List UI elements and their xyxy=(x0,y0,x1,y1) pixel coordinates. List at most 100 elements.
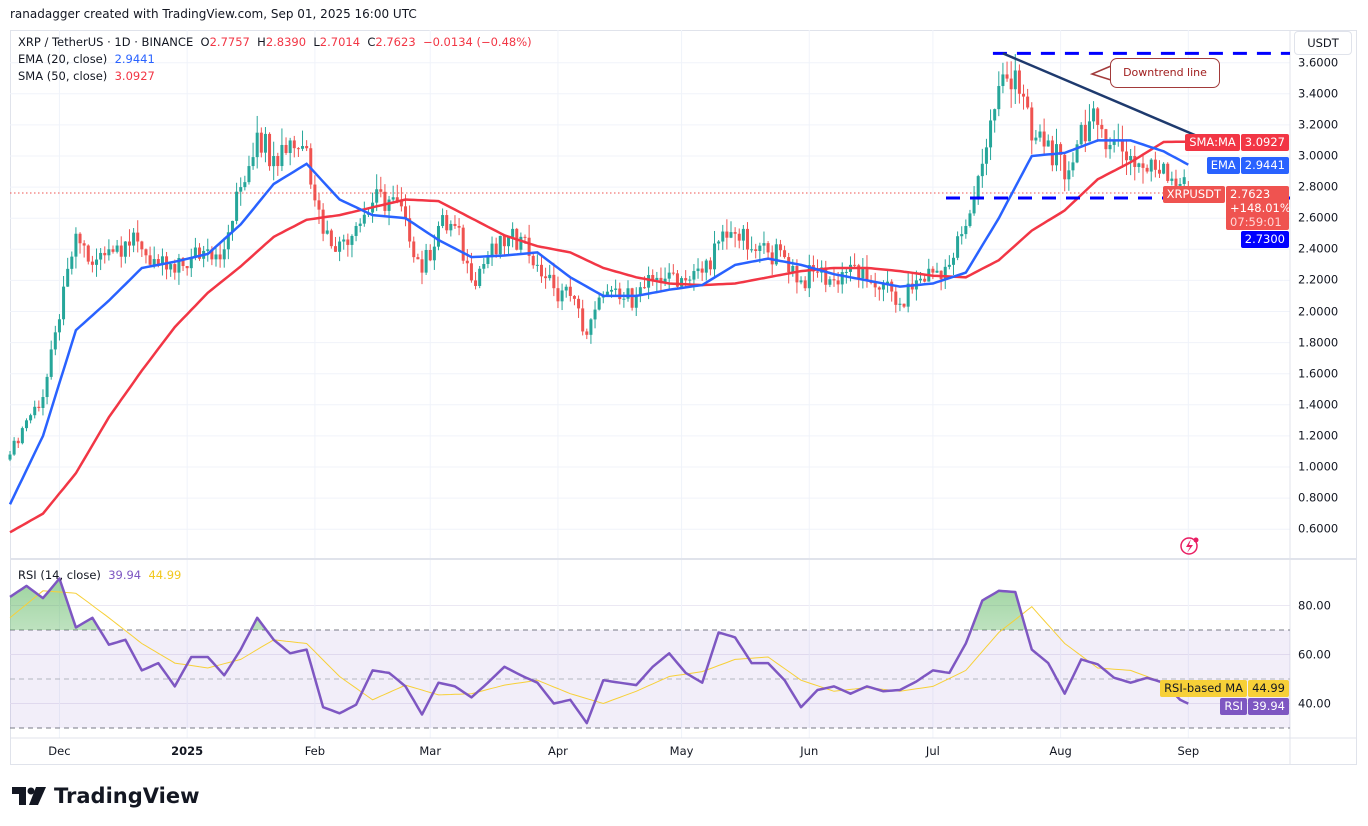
last-price-value: 2.7623 xyxy=(1230,187,1271,201)
candle xyxy=(960,226,964,245)
candle xyxy=(902,303,906,309)
candle-body xyxy=(169,264,173,270)
candle xyxy=(783,245,787,259)
candle-body xyxy=(144,249,148,256)
candle-body xyxy=(123,241,127,257)
downtrend-line-callout[interactable]: Downtrend line xyxy=(1110,58,1220,88)
candle-body xyxy=(1153,159,1157,170)
candle-body xyxy=(865,267,869,281)
candle xyxy=(651,269,655,286)
candle-body xyxy=(107,249,111,256)
candle-body xyxy=(1133,156,1137,167)
candle-body xyxy=(642,287,646,289)
time-tick-label: Feb xyxy=(304,744,326,758)
price-tick-label: 1.2000 xyxy=(1298,428,1339,443)
candle-body xyxy=(255,132,259,158)
candle xyxy=(263,127,267,163)
time-tick-label: Aug xyxy=(1049,744,1072,758)
candle-body xyxy=(754,249,758,251)
downtrend-line-drawing[interactable] xyxy=(1002,52,1198,137)
price-tick-label: 0.8000 xyxy=(1298,490,1339,505)
rsi-legend[interactable]: RSI (14, close) 39.94 44.99 xyxy=(18,568,181,582)
candle xyxy=(1162,162,1166,175)
candle xyxy=(1133,145,1137,181)
price-tick-label: 2.6000 xyxy=(1298,210,1339,225)
candle xyxy=(581,299,585,336)
candle-body xyxy=(853,264,857,266)
candle xyxy=(185,266,189,276)
candle xyxy=(362,201,366,227)
candle xyxy=(502,235,506,257)
candle xyxy=(95,248,99,277)
rsi-ma-legend-value: 44.99 xyxy=(148,568,182,582)
candle xyxy=(737,228,741,249)
candle-body xyxy=(420,259,424,273)
candle xyxy=(243,175,247,191)
candle xyxy=(741,225,745,250)
price-tick-label: 2.4000 xyxy=(1298,241,1339,256)
sma-legend[interactable]: SMA (50, close) 3.0927 xyxy=(18,69,155,83)
tradingview-logo[interactable]: TradingView xyxy=(12,784,199,808)
currency-button[interactable]: USDT xyxy=(1294,31,1352,55)
lightning-icon[interactable] xyxy=(1180,537,1199,555)
candle xyxy=(1125,139,1129,175)
candle-body xyxy=(152,259,156,265)
candle-body xyxy=(688,279,692,281)
candle-body xyxy=(193,247,197,258)
candle-body xyxy=(535,264,539,266)
candle xyxy=(29,413,33,424)
price-tick-label: 2.0000 xyxy=(1298,304,1339,318)
candle xyxy=(49,340,53,380)
candle xyxy=(729,221,733,239)
candle xyxy=(346,233,350,257)
candle xyxy=(725,219,729,250)
candle xyxy=(721,224,725,250)
ema-legend[interactable]: EMA (20, close) 2.9441 xyxy=(18,52,155,66)
sma-label: SMA (50, close) xyxy=(18,69,108,83)
candle xyxy=(20,426,24,445)
candle-body xyxy=(321,209,325,234)
rsi-tag: RSI 39.94 xyxy=(1220,698,1289,715)
candle-body xyxy=(189,257,193,269)
credit-line: ranadagger created with TradingView.com,… xyxy=(10,7,417,21)
candle-body xyxy=(1108,144,1112,150)
candle xyxy=(1145,164,1149,174)
candle-body xyxy=(276,156,280,167)
high-label: H xyxy=(257,35,266,49)
candle-body xyxy=(8,454,12,460)
candle xyxy=(329,228,333,249)
candle-body xyxy=(469,263,473,281)
candle-body xyxy=(729,232,733,238)
candle xyxy=(465,249,469,274)
candle-body xyxy=(778,244,782,251)
candle xyxy=(160,248,164,276)
candle xyxy=(259,127,263,158)
ema-20-line xyxy=(8,139,1189,505)
candle xyxy=(696,258,700,279)
time-tick-label: Mar xyxy=(419,744,442,758)
candle-body xyxy=(552,274,556,289)
candle-body xyxy=(766,243,770,253)
candle-body xyxy=(1157,169,1161,174)
candle-body xyxy=(943,266,947,280)
symbol-title[interactable]: XRP / TetherUS · 1D · BINANCE xyxy=(18,35,194,49)
candle-body xyxy=(968,213,972,226)
candle-body xyxy=(317,200,321,210)
candle-body xyxy=(214,254,218,260)
candle xyxy=(1100,119,1104,138)
candle xyxy=(132,228,136,253)
candle-body xyxy=(898,303,902,305)
candle-body xyxy=(268,133,272,167)
chart-canvas[interactable] xyxy=(0,0,1368,770)
bar-countdown: 07:59:01 xyxy=(1230,215,1282,229)
candle xyxy=(877,286,881,301)
candle-body xyxy=(375,189,379,203)
time-tick-label: Apr xyxy=(548,744,568,758)
candle-body xyxy=(177,257,181,273)
candle-body xyxy=(548,274,552,279)
candle-body xyxy=(610,289,614,292)
candle-body xyxy=(449,223,453,231)
candle-body xyxy=(272,156,276,167)
candle-body xyxy=(799,280,803,283)
candle xyxy=(99,248,103,271)
